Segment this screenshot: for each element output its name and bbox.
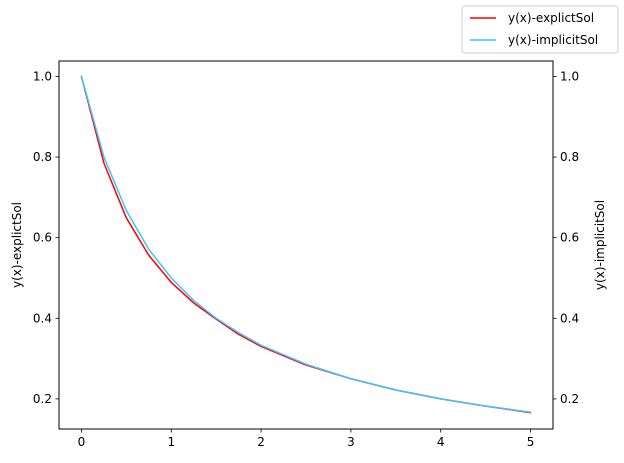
y-axis-left-label: y(x)-explictSol	[10, 202, 24, 288]
x-tick-label: 3	[347, 435, 355, 449]
y-right-tick-label: 0.8	[560, 150, 579, 164]
y-right-tick-label: 0.6	[560, 231, 579, 245]
y-left-tick-label: 0.8	[33, 150, 52, 164]
y-axis-right-ticks: 0.2 0.4 0.6 0.8 1.0	[553, 69, 579, 406]
y-left-tick-label: 0.4	[33, 311, 52, 325]
x-tick-label: 2	[257, 435, 265, 449]
y-right-tick-label: 0.4	[560, 311, 579, 325]
y-axis-right-label: y(x)-implicitSol	[593, 200, 607, 290]
y-axis-left-ticks: 0.2 0.4 0.6 0.8 1.0	[33, 69, 59, 406]
y-left-tick-label: 0.2	[33, 392, 52, 406]
y-left-tick-label: 1.0	[33, 69, 52, 83]
x-axis-ticks: 0 1 2 3 4 5	[78, 429, 535, 449]
plot-lines	[80, 75, 532, 414]
x-tick-label: 0	[78, 435, 86, 449]
y-right-tick-label: 0.2	[560, 392, 579, 406]
y-right-tick-label: 1.0	[560, 69, 579, 83]
legend: y(x)-explictSol y(x)-implicitSol	[461, 5, 619, 54]
legend-label-implicit: y(x)-implicitSol	[508, 33, 598, 47]
legend-box	[461, 5, 619, 54]
series-line-implicit	[80, 75, 532, 413]
axes-frame	[58, 60, 554, 430]
x-tick-label: 1	[167, 435, 175, 449]
x-tick-label: 4	[437, 435, 445, 449]
legend-label-explicit: y(x)-explictSol	[508, 11, 594, 25]
x-tick-label: 5	[527, 435, 535, 449]
y-left-tick-label: 0.6	[33, 231, 52, 245]
